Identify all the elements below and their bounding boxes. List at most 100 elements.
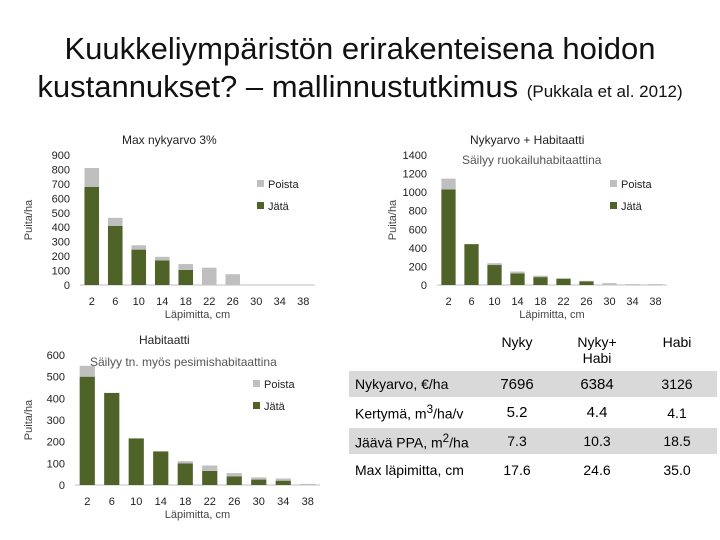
x-tick-label: 30 — [250, 296, 262, 308]
bar-jata — [177, 463, 193, 485]
legend-label-poista: Poista — [264, 379, 295, 391]
slide-title: Kuukkeliympäristön erirakenteisena hoido… — [0, 30, 720, 111]
bar-jata — [226, 476, 242, 485]
x-tick-label: 38 — [649, 296, 661, 308]
legend-swatch-poista — [257, 180, 264, 187]
x-tick-label: 18 — [534, 296, 546, 308]
x-tick-label: 30 — [603, 296, 615, 308]
table-row-label: Kertymä, m3/ha/v — [349, 397, 477, 427]
bar-poista — [510, 271, 525, 274]
bar-poista — [300, 483, 316, 485]
x-tick-label: 2 — [84, 496, 90, 508]
table-header-line: Nyky+ — [577, 334, 617, 350]
table-row-label-text: Kertymä, m — [355, 405, 427, 422]
table-cell: 17.6 — [477, 454, 557, 484]
y-tick-label: 900 — [52, 150, 70, 162]
y-axis-label: Puita/ha — [23, 399, 35, 440]
bar-poista — [202, 465, 218, 471]
legend-label-jata: Jätä — [264, 401, 286, 413]
bar-poista — [154, 256, 170, 261]
bar-poista — [225, 274, 241, 285]
x-tick-label: 34 — [277, 496, 289, 508]
y-tick-label: 800 — [409, 206, 427, 218]
slide-title-line2: kustannukset? – mallinnustutkimus (Pukka… — [0, 68, 720, 111]
bar-poista — [226, 473, 242, 477]
x-tick-label: 6 — [468, 296, 474, 308]
bar-poista — [178, 264, 194, 270]
x-tick-label: 2 — [445, 296, 451, 308]
chart-title: Max nykyarvo 3% — [122, 133, 217, 147]
table-cell: 6384 — [557, 369, 637, 398]
y-axis-label: Puita/ha — [23, 199, 35, 240]
bar-poista — [648, 284, 663, 285]
x-tick-label: 30 — [253, 496, 265, 508]
bar-poista — [131, 245, 147, 250]
x-tick-label: 26 — [580, 296, 592, 308]
slide-title-citation: (Pukkala et al. 2012) — [526, 82, 683, 101]
x-tick-label: 34 — [626, 296, 638, 308]
results-table: Nyky Nyky+ Habi Habi Nykyarvo, €/ha 7696 … — [349, 325, 717, 484]
legend-label-jata: Jätä — [268, 201, 290, 213]
table-row-label: Nykyarvo, €/ha — [349, 369, 477, 398]
y-tick-label: 300 — [52, 237, 70, 249]
bar-poista — [84, 168, 100, 187]
chart-title: Nykyarvo + Habitaatti — [470, 133, 584, 147]
chart-max-nykyarvo: Max nykyarvo 3% Puita/ha 0 100 200 300 400 500 6… — [23, 133, 315, 321]
table-cell: 35.0 — [637, 454, 717, 484]
table-cell: 5.2 — [477, 397, 557, 427]
y-tick-label: 300 — [47, 415, 65, 427]
x-tick-label: 10 — [130, 496, 142, 508]
x-axis-label: Läpimitta, cm — [165, 509, 230, 521]
table-cell: 18.5 — [637, 426, 717, 455]
table-cell: 24.6 — [557, 454, 637, 484]
table-row: Nykyarvo, €/ha 7696 6384 3126 — [349, 369, 717, 398]
bar-jata — [556, 278, 571, 285]
bar-poista — [201, 267, 217, 285]
x-tick-label: 34 — [274, 296, 286, 308]
y-axis-label: Puita/ha — [387, 199, 399, 240]
bar-jata — [251, 479, 267, 485]
x-tick-label: 14 — [155, 496, 167, 508]
x-tick-label: 18 — [179, 496, 191, 508]
x-tick-label: 38 — [302, 496, 314, 508]
bar-jata — [202, 470, 218, 485]
table-cell: 3126 — [637, 369, 717, 398]
y-tick-label: 1200 — [403, 169, 427, 181]
x-axis-label: Läpimitta, cm — [519, 309, 584, 321]
y-tick-label: 200 — [409, 261, 427, 273]
table-header-line: Habi — [582, 350, 612, 366]
table-row-label-sup: 3 — [426, 403, 434, 417]
table-row-label: Max läpimitta, cm — [349, 454, 477, 484]
x-tick-label: 22 — [204, 496, 216, 508]
table-cell: 7696 — [477, 369, 557, 398]
bar-jata — [178, 269, 194, 285]
bar-jata — [510, 273, 525, 285]
bar-poista — [251, 477, 267, 480]
y-tick-label: 100 — [52, 266, 70, 278]
chart-annotation: Säilyy tn. myös pesimishabitaattina — [90, 355, 277, 369]
bar-jata — [441, 189, 456, 285]
table-header-cell: Habi — [662, 334, 692, 350]
bar-jata — [153, 451, 169, 485]
bar-poista — [602, 283, 617, 285]
bar-poista — [487, 263, 502, 266]
chart-annotation: Säilyy ruokailuhabitaattina — [462, 153, 602, 167]
bar-poista — [533, 275, 548, 278]
table-cell: 10.3 — [557, 426, 637, 455]
x-tick-label: 26 — [228, 496, 240, 508]
x-tick-label: 26 — [227, 296, 239, 308]
y-tick-label: 600 — [47, 350, 65, 362]
bar-jata — [487, 265, 502, 285]
bar-jata — [154, 260, 170, 285]
bar-poista — [107, 217, 123, 226]
legend-swatch-poista — [253, 380, 260, 387]
legend-swatch-poista — [610, 180, 617, 187]
y-tick-label: 800 — [52, 164, 70, 176]
x-tick-label: 2 — [89, 296, 95, 308]
table-cell: 7.3 — [477, 426, 557, 455]
x-tick-label: 22 — [557, 296, 569, 308]
legend-label-jata: Jätä — [621, 201, 643, 213]
bar-jata — [464, 244, 479, 285]
bar-jata — [131, 249, 147, 285]
